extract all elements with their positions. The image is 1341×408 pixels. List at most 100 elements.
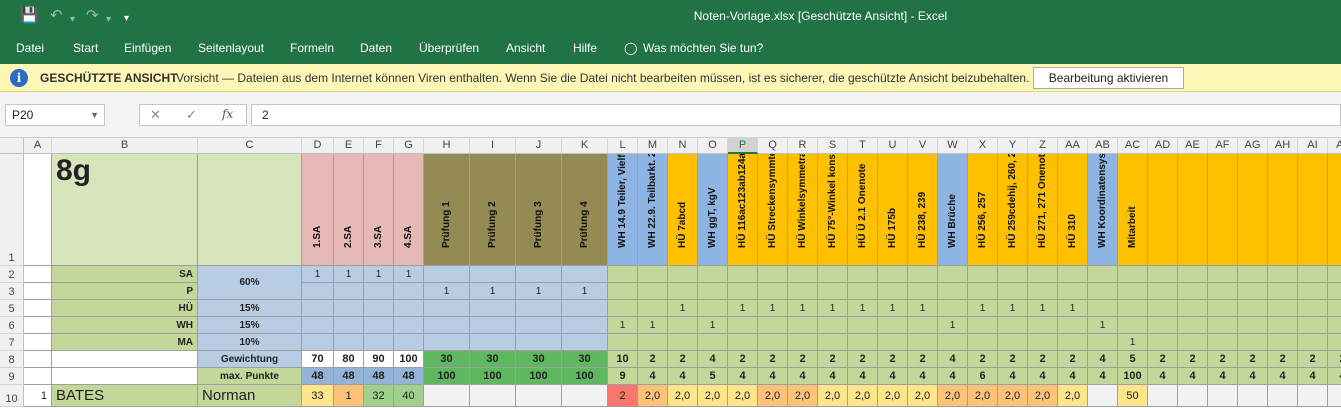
customize-icon[interactable]: ▾ xyxy=(124,13,130,24)
tab-seitenlayout[interactable]: Seitenlayout xyxy=(198,41,265,55)
category-mark-cell[interactable] xyxy=(1178,334,1208,351)
row-header[interactable]: 1 xyxy=(0,154,24,266)
weight-cell[interactable]: 2 xyxy=(788,351,818,368)
category-mark-cell[interactable] xyxy=(364,334,394,351)
tab-daten[interactable]: Daten xyxy=(360,41,393,55)
category-mark-cell[interactable] xyxy=(334,334,364,351)
max-points-cell[interactable]: 100 xyxy=(1118,368,1148,385)
assignment-header-cell[interactable]: Prüfung 3 xyxy=(516,154,562,266)
category-mark-cell[interactable] xyxy=(818,317,848,334)
category-mark-cell[interactable] xyxy=(1298,334,1328,351)
category-mark-cell[interactable]: 1 xyxy=(562,283,608,300)
category-mark-cell[interactable] xyxy=(1268,266,1298,283)
category-mark-cell[interactable] xyxy=(1238,266,1268,283)
column-header[interactable]: G xyxy=(394,138,424,154)
score-cell[interactable] xyxy=(516,385,562,407)
column-header[interactable]: AD xyxy=(1148,138,1178,154)
category-mark-cell[interactable] xyxy=(818,266,848,283)
max-points-cell[interactable]: 4 xyxy=(668,368,698,385)
category-mark-cell[interactable] xyxy=(998,283,1028,300)
category-mark-cell[interactable] xyxy=(1088,266,1118,283)
max-points-cell[interactable]: 4 xyxy=(1268,368,1298,385)
assignment-header-cell[interactable]: HÜ 259cdehij, 260, 26 xyxy=(998,154,1028,266)
category-mark-cell[interactable]: 1 xyxy=(848,300,878,317)
column-header[interactable]: X xyxy=(968,138,998,154)
max-points-cell[interactable]: 5 xyxy=(698,368,728,385)
score-cell[interactable]: 2,0 xyxy=(668,385,698,407)
max-points-cell[interactable]: 4 xyxy=(788,368,818,385)
category-mark-cell[interactable] xyxy=(1298,283,1328,300)
weight-cell[interactable]: 2 xyxy=(908,351,938,368)
category-mark-cell[interactable] xyxy=(938,283,968,300)
save-icon[interactable]: 💾 xyxy=(20,7,39,24)
tab-einfuegen[interactable]: Einfügen xyxy=(124,41,172,55)
column-header[interactable]: K xyxy=(562,138,608,154)
category-mark-cell[interactable] xyxy=(788,283,818,300)
score-cell[interactable]: 33 xyxy=(302,385,334,407)
category-mark-cell[interactable] xyxy=(1118,266,1148,283)
category-mark-cell[interactable] xyxy=(1268,334,1298,351)
category-mark-cell[interactable]: 1 xyxy=(608,317,638,334)
category-mark-cell[interactable]: 1 xyxy=(968,300,998,317)
weight-cell[interactable]: 2 xyxy=(878,351,908,368)
column-header[interactable]: M xyxy=(638,138,668,154)
category-mark-cell[interactable] xyxy=(1178,266,1208,283)
row-header[interactable]: 5 xyxy=(0,300,24,317)
column-header[interactable]: AH xyxy=(1268,138,1298,154)
weight-cell[interactable]: 90 xyxy=(364,351,394,368)
max-points-cell[interactable]: 4 xyxy=(848,368,878,385)
category-mark-cell[interactable] xyxy=(1028,283,1058,300)
category-mark-cell[interactable] xyxy=(878,283,908,300)
max-points-cell[interactable]: 48 xyxy=(394,368,424,385)
score-cell[interactable] xyxy=(1328,385,1341,407)
category-mark-cell[interactable] xyxy=(516,334,562,351)
assignment-header-cell[interactable]: Prüfung 2 xyxy=(470,154,516,266)
weight-cell[interactable]: 2 xyxy=(848,351,878,368)
category-mark-cell[interactable] xyxy=(562,334,608,351)
score-cell[interactable]: 2,0 xyxy=(968,385,998,407)
category-mark-cell[interactable] xyxy=(1178,300,1208,317)
category-mark-cell[interactable]: 1 xyxy=(394,266,424,283)
category-mark-cell[interactable] xyxy=(1088,334,1118,351)
max-points-cell[interactable]: 4 xyxy=(908,368,938,385)
max-points-cell[interactable]: 4 xyxy=(728,368,758,385)
max-points-cell[interactable]: 4 xyxy=(1238,368,1268,385)
column-header[interactable]: AC xyxy=(1118,138,1148,154)
category-mark-cell[interactable] xyxy=(698,283,728,300)
assignment-header-cell[interactable]: HÜ 7abcd xyxy=(668,154,698,266)
category-mark-cell[interactable] xyxy=(470,266,516,283)
column-header[interactable]: AE xyxy=(1178,138,1208,154)
select-all-corner[interactable] xyxy=(0,138,24,154)
assignment-header-cell[interactable]: WH Koordinatensyste xyxy=(1088,154,1118,266)
score-cell[interactable]: 50 xyxy=(1118,385,1148,407)
column-header[interactable]: AG xyxy=(1238,138,1268,154)
category-mark-cell[interactable] xyxy=(998,266,1028,283)
category-mark-cell[interactable] xyxy=(668,317,698,334)
assignment-header-cell[interactable]: WH Brüche xyxy=(938,154,968,266)
cell[interactable] xyxy=(24,317,52,334)
category-mark-cell[interactable] xyxy=(1328,317,1341,334)
category-mark-cell[interactable] xyxy=(364,283,394,300)
category-mark-cell[interactable] xyxy=(998,317,1028,334)
category-mark-cell[interactable]: 1 xyxy=(1088,317,1118,334)
student-lastname-cell[interactable]: BATES xyxy=(52,385,198,407)
weight-cell[interactable]: 2 xyxy=(728,351,758,368)
category-weight-cell[interactable]: 60% xyxy=(198,266,302,300)
category-mark-cell[interactable] xyxy=(608,300,638,317)
weight-cell[interactable]: 2 xyxy=(1328,351,1341,368)
category-mark-cell[interactable] xyxy=(364,317,394,334)
score-cell[interactable]: 2,0 xyxy=(638,385,668,407)
tab-hilfe[interactable]: Hilfe xyxy=(573,41,598,55)
category-mark-cell[interactable]: 1 xyxy=(728,300,758,317)
category-mark-cell[interactable] xyxy=(1118,317,1148,334)
category-mark-cell[interactable] xyxy=(908,334,938,351)
category-mark-cell[interactable] xyxy=(848,317,878,334)
score-cell[interactable]: 2,0 xyxy=(698,385,728,407)
assignment-header-cell[interactable]: WH 22.9. Teilbarkt. 2, xyxy=(638,154,668,266)
score-cell[interactable]: 2,0 xyxy=(878,385,908,407)
assignment-header-cell[interactable] xyxy=(1268,154,1298,266)
category-label-cell[interactable]: HÜ xyxy=(52,300,198,317)
category-mark-cell[interactable] xyxy=(1178,317,1208,334)
category-mark-cell[interactable] xyxy=(878,266,908,283)
column-header[interactable]: H xyxy=(424,138,470,154)
